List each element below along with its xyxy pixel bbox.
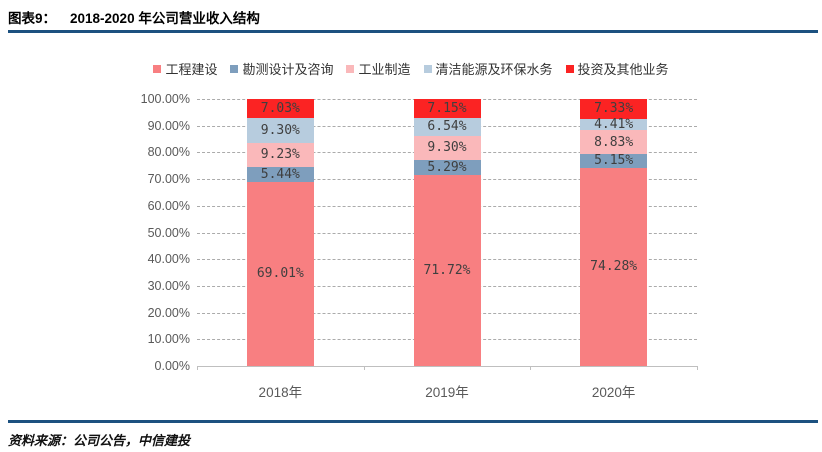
- bar-segment: 7.33%: [580, 99, 648, 119]
- x-axis-tick: [363, 366, 365, 370]
- legend-swatch-icon: [565, 64, 574, 73]
- legend-swatch-icon: [423, 64, 432, 73]
- x-tick-label: 2020年: [591, 385, 636, 400]
- bar-value-label: 7.15%: [427, 101, 467, 117]
- y-tick-label: 0.00%: [154, 359, 190, 373]
- legend-label: 工程建设: [165, 62, 218, 77]
- bar-value-label: 74.28%: [590, 259, 638, 275]
- legend-label: 投资及其他业务: [577, 62, 669, 77]
- bar-segment: 74.28%: [580, 167, 648, 366]
- y-tick-label: 90.00%: [147, 118, 190, 133]
- bar-segment: 7.03%: [246, 99, 314, 118]
- bar-value-label: 9.30%: [427, 140, 467, 156]
- legend-item: 勘测设计及咨询: [230, 59, 333, 78]
- top-divider-rule: [8, 30, 818, 33]
- x-tick-label: 2019年: [425, 385, 469, 400]
- bar-value-label: 71.72%: [423, 262, 471, 278]
- bar-value-label: 5.44%: [260, 166, 300, 182]
- bar-segment: 9.30%: [246, 117, 314, 143]
- figure-number-label: 图表9：: [8, 11, 57, 26]
- x-axis-tick: [197, 366, 198, 370]
- legend-label: 工业制造: [358, 62, 411, 77]
- chart-title: 2018-2020 年公司营业收入结构: [70, 11, 260, 26]
- legend-label: 清洁能源及环保水务: [435, 62, 553, 77]
- x-axis-tick: [530, 366, 532, 370]
- plot-area: 69.01% 5.44% 9.23% 9.30% 7.03% 71.72% 5.29% 9.3…: [197, 99, 698, 370]
- bar-segment: 69.01%: [246, 181, 314, 366]
- bar-segment: 6.54%: [413, 118, 481, 136]
- bar-value-label: 5.29%: [427, 159, 467, 175]
- legend-swatch-icon: [346, 64, 355, 73]
- bar-value-label: 4.41%: [594, 117, 634, 132]
- stacked-bar: 69.01% 5.44% 9.23% 9.30% 7.03%: [246, 99, 314, 366]
- x-tick-label: 2018年: [258, 385, 303, 400]
- bar-segment: 9.23%: [246, 142, 314, 168]
- bar-value-label: 6.54%: [427, 119, 467, 135]
- source-note: 资料来源：公司公告，中信建投: [8, 433, 191, 448]
- legend-label: 勘测设计及咨询: [242, 62, 334, 77]
- bar-segment: 5.29%: [413, 159, 481, 175]
- legend-item: 清洁能源及环保水务: [423, 59, 553, 78]
- bar-segment: 5.44%: [246, 166, 314, 182]
- bar-segment: 7.15%: [413, 99, 481, 119]
- bar-value-label: 9.30%: [260, 122, 300, 138]
- y-tick-label: 40.00%: [147, 252, 190, 267]
- bar-value-label: 69.01%: [256, 266, 304, 282]
- y-tick-label: 10.00%: [147, 332, 190, 347]
- bar-value-label: 7.03%: [260, 100, 300, 116]
- chart-header: 图表9： 2018-2020 年公司营业收入结构: [8, 7, 260, 27]
- bar-value-label: 8.83%: [594, 134, 634, 150]
- x-axis-labels: 2018年 2019年 2020年: [197, 381, 697, 401]
- bar-segment: 71.72%: [413, 174, 481, 366]
- bar-value-label: 9.23%: [260, 147, 300, 163]
- y-tick-label: 30.00%: [147, 278, 190, 293]
- chart-legend: 工程建设 勘测设计及咨询 工业制造 清洁能源及环保水务 投资及其他业务: [0, 59, 822, 78]
- bar-segment: 4.41%: [580, 117, 648, 132]
- stacked-bar: 71.72% 5.29% 9.30% 6.54% 7.15%: [413, 99, 481, 366]
- legend-item: 投资及其他业务: [565, 59, 669, 78]
- bar-segment: 9.30%: [413, 135, 481, 161]
- y-tick-label: 50.00%: [147, 225, 190, 240]
- bar-value-label: 5.15%: [594, 153, 634, 169]
- bar-value-label: 7.33%: [594, 101, 634, 117]
- legend-swatch-icon: [153, 64, 162, 73]
- legend-item: 工业制造: [346, 59, 411, 78]
- legend-swatch-icon: [230, 64, 239, 73]
- stacked-bar: 74.28% 5.15% 8.83% 4.41% 7.33%: [580, 99, 648, 366]
- y-tick-label: 80.00%: [147, 145, 190, 160]
- y-tick-label: 20.00%: [147, 305, 190, 320]
- x-axis-tick: [697, 366, 698, 370]
- y-tick-label: 70.00%: [147, 172, 190, 187]
- bar-segment: 8.83%: [580, 130, 648, 154]
- legend-item: 工程建设: [153, 59, 217, 78]
- y-axis-labels: 100.00% 90.00% 80.00% 70.00% 60.00% 50.00% 40.…: [0, 92, 190, 373]
- y-tick-label: 100.00%: [140, 92, 190, 106]
- bottom-divider-rule: [8, 420, 818, 423]
- y-tick-label: 60.00%: [147, 198, 190, 213]
- bar-segment: 5.15%: [580, 153, 648, 169]
